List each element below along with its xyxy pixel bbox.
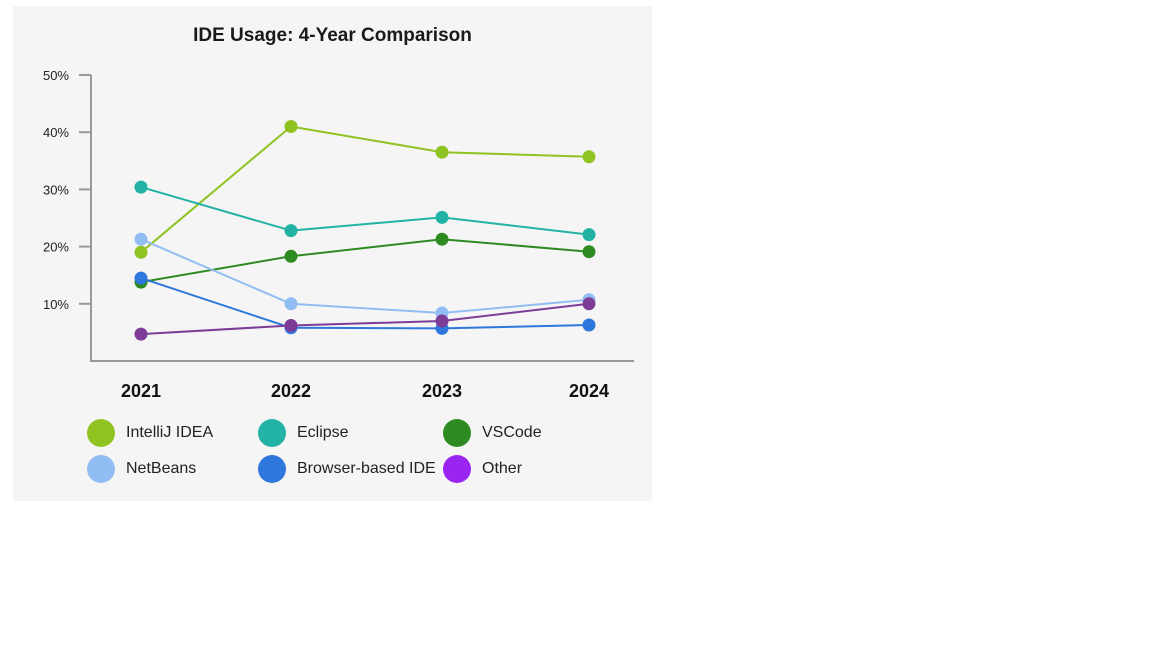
y-tick-label: 20% xyxy=(43,240,69,255)
y-tick-label: 10% xyxy=(43,297,69,312)
y-tick-label: 50% xyxy=(43,68,69,83)
data-point-vscode xyxy=(284,249,298,263)
data-point-vscode xyxy=(582,245,596,259)
data-point-other xyxy=(284,319,298,332)
x-tick-label: 2021 xyxy=(121,381,161,401)
data-point-intellij-idea xyxy=(582,150,596,164)
data-point-other xyxy=(582,297,596,311)
y-tick-label: 40% xyxy=(43,125,69,140)
x-tick-label: 2023 xyxy=(422,381,462,401)
data-point-browser-based-ide xyxy=(134,271,148,285)
data-point-eclipse xyxy=(134,180,148,194)
data-point-eclipse xyxy=(435,210,449,224)
data-point-vscode xyxy=(435,232,449,246)
data-point-browser-based-ide xyxy=(582,318,596,332)
series-line-browser-based-ide xyxy=(140,277,590,330)
series-line-vscode xyxy=(140,238,590,284)
data-point-intellij-idea xyxy=(134,245,148,259)
data-point-other xyxy=(134,327,148,341)
series-line-eclipse xyxy=(140,186,590,236)
data-point-other xyxy=(435,314,449,328)
y-tick-label: 30% xyxy=(43,182,69,197)
series-line-intellij-idea xyxy=(140,125,590,254)
data-point-eclipse xyxy=(284,224,298,238)
data-point-eclipse xyxy=(582,228,596,242)
x-tick-label: 2022 xyxy=(271,381,311,401)
series-line-other xyxy=(140,302,590,336)
chart-card: IDE Usage: 4-Year Comparison 10% 20% 30% 40… xyxy=(13,6,652,501)
data-point-intellij-idea xyxy=(284,120,298,133)
x-tick-label: 2024 xyxy=(569,381,609,401)
series-line-netbeans xyxy=(140,238,590,315)
data-point-netbeans xyxy=(134,232,148,246)
data-point-intellij-idea xyxy=(435,145,449,159)
chart-title: IDE Usage: 4-Year Comparison xyxy=(193,25,472,46)
data-point-netbeans xyxy=(284,297,298,311)
line-chart: 10% 20% 30% 40% 50% 2021 2022 2023 2024 xyxy=(43,68,634,401)
